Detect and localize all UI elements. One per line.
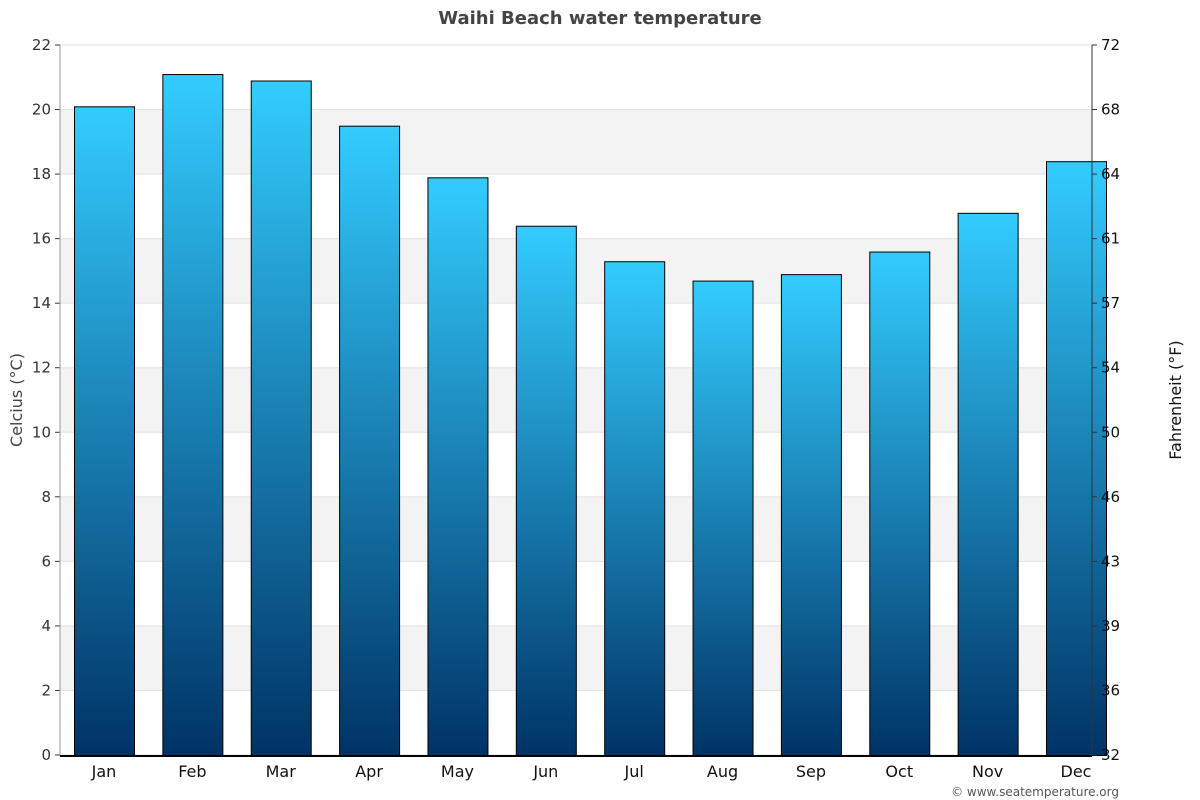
y-tick-label-right: 32 bbox=[1101, 746, 1120, 764]
bar-apr bbox=[339, 125, 401, 756]
y-axis-label-left: Celcius (°C) bbox=[7, 353, 26, 447]
bar-may bbox=[427, 177, 489, 756]
bar-feb bbox=[162, 74, 224, 756]
y-tick-label-right: 36 bbox=[1101, 681, 1120, 699]
x-tick-label: Mar bbox=[266, 762, 297, 781]
y-tick-label-left: 18 bbox=[32, 165, 51, 183]
y-tick-label-left: 12 bbox=[32, 359, 51, 377]
y-tick-label-right: 46 bbox=[1101, 488, 1120, 506]
y-tick-label-left: 16 bbox=[32, 230, 51, 248]
y-tick-label-left: 8 bbox=[41, 488, 51, 506]
bar-jun bbox=[515, 225, 577, 756]
y-tick-label-right: 72 bbox=[1101, 36, 1120, 54]
chart-title: Waihi Beach water temperature bbox=[438, 8, 762, 29]
x-tick-label: Feb bbox=[178, 762, 206, 781]
x-tick-label: Jun bbox=[532, 762, 558, 781]
y-tick-label-left: 20 bbox=[32, 101, 51, 119]
y-tick-label-right: 57 bbox=[1101, 294, 1120, 312]
x-tick-label: Aug bbox=[707, 762, 738, 781]
y-axis-label-right: Fahrenheit (°F) bbox=[1166, 340, 1185, 459]
y-tick-label-left: 2 bbox=[41, 681, 51, 699]
y-tick-label-right: 39 bbox=[1101, 617, 1120, 635]
x-tick-label: May bbox=[441, 762, 474, 781]
y-tick-label-right: 54 bbox=[1101, 359, 1120, 377]
y-tick-label-left: 22 bbox=[32, 36, 51, 54]
y-tick-label-left: 14 bbox=[32, 294, 51, 312]
y-tick-label-right: 43 bbox=[1101, 552, 1120, 570]
y-tick-label-right: 64 bbox=[1101, 165, 1120, 183]
x-tick-label: Apr bbox=[355, 762, 383, 781]
y-tick-label-left: 0 bbox=[41, 746, 51, 764]
y-tick-label-right: 68 bbox=[1101, 101, 1120, 119]
bar-nov bbox=[957, 212, 1019, 756]
bar-oct bbox=[869, 251, 931, 757]
bar-aug bbox=[692, 280, 754, 756]
bar-jan bbox=[74, 106, 135, 757]
bar-jul bbox=[604, 261, 666, 756]
y-tick-label-left: 4 bbox=[41, 617, 51, 635]
grid-band bbox=[60, 109, 1092, 175]
x-tick-label: Dec bbox=[1061, 762, 1092, 781]
y-tick-label-right: 61 bbox=[1101, 230, 1120, 248]
x-tick-label: Jul bbox=[624, 762, 644, 781]
credit: © www.seatemperature.org bbox=[951, 785, 1119, 799]
y-tick-label-right: 50 bbox=[1101, 423, 1120, 441]
x-tick-label: Oct bbox=[885, 762, 913, 781]
x-tick-label: Sep bbox=[796, 762, 826, 781]
bar-mar bbox=[250, 80, 312, 756]
x-tick-label: Nov bbox=[972, 762, 1003, 781]
bar-dec bbox=[1046, 161, 1107, 756]
y-tick-label-left: 10 bbox=[32, 423, 51, 441]
bar-sep bbox=[780, 274, 842, 756]
x-tick-label: Jan bbox=[91, 762, 117, 781]
y-tick-label-left: 6 bbox=[41, 552, 51, 570]
